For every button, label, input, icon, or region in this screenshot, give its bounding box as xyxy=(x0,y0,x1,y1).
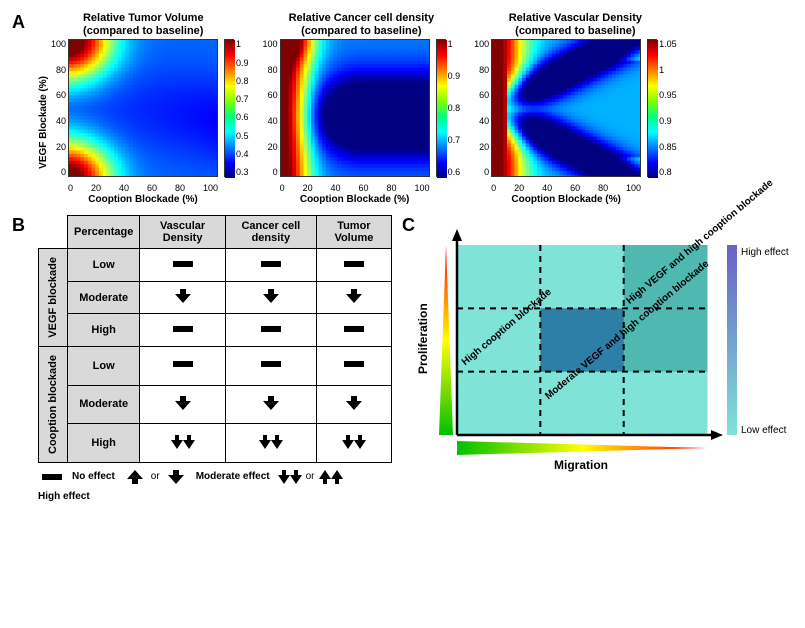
table-row: Moderate xyxy=(39,281,392,314)
y-axis-ticks: 100806040200 xyxy=(474,39,491,177)
effect-cell xyxy=(225,249,316,282)
panel-a: A Relative Tumor Volume(compared to base… xyxy=(12,12,793,205)
heatmap-row: 100806040200020406080100Cooption Blockad… xyxy=(474,39,677,205)
svg-text:High effect: High effect xyxy=(741,247,789,258)
table-row: Moderate xyxy=(39,385,392,424)
heatmap-title: Relative Cancer cell density(compared to… xyxy=(289,12,435,37)
y-axis-ticks: 100806040200 xyxy=(51,39,68,177)
x-axis-label: Cooption Blockade (%) xyxy=(491,194,641,205)
colorbar-ticks: 1.0510.950.90.850.8 xyxy=(657,39,677,177)
heatmap: Relative Tumor Volume(compared to baseli… xyxy=(38,12,249,205)
effect-cell xyxy=(225,346,316,385)
heatmap-row: 100806040200020406080100Cooption Blockad… xyxy=(263,39,461,205)
effect-cell xyxy=(316,281,391,314)
heatmaps-holder: Relative Tumor Volume(compared to baseli… xyxy=(38,12,677,205)
effect-cell xyxy=(140,281,226,314)
x-axis-ticks: 020406080100 xyxy=(68,182,218,193)
table-header: Percentage xyxy=(68,216,140,249)
figure-root: A Relative Tumor Volume(compared to base… xyxy=(12,12,793,502)
svg-text:Migration: Migration xyxy=(554,458,608,472)
heatmap-plot: 020406080100Cooption Blockade (%) xyxy=(68,39,218,205)
effect-cell xyxy=(140,346,226,385)
row-percentage: Low xyxy=(68,249,140,282)
panel-c: C High cooption blockadeModerate VEGF an… xyxy=(402,215,793,502)
y-axis-ticks: 100806040200 xyxy=(263,39,280,177)
colorbar-ticks: 10.90.80.70.6 xyxy=(446,39,461,177)
effect-cell xyxy=(316,424,391,463)
table-row: High xyxy=(39,314,392,347)
x-axis-ticks: 020406080100 xyxy=(280,182,430,193)
heatmap-title: Relative Tumor Volume(compared to baseli… xyxy=(83,12,204,37)
heatmap-title: Relative Vascular Density(compared to ba… xyxy=(509,12,642,37)
panel-b-label: B xyxy=(12,215,25,236)
effect-cell xyxy=(316,314,391,347)
row-percentage: High xyxy=(68,314,140,347)
svg-text:Proliferation: Proliferation xyxy=(416,304,430,375)
effect-cell xyxy=(225,314,316,347)
heatmap-plot: 020406080100Cooption Blockade (%) xyxy=(491,39,641,205)
svg-text:Low effect: Low effect xyxy=(741,425,787,436)
effect-cell xyxy=(225,281,316,314)
effect-cell xyxy=(316,385,391,424)
bottom-row: B PercentageVascular DensityCancer cell … xyxy=(12,215,793,502)
colorbar: 1.0510.950.90.850.8 xyxy=(647,39,677,177)
effect-cell xyxy=(140,385,226,424)
colorbar-ticks: 10.90.80.70.60.50.40.3 xyxy=(234,39,249,177)
colorbar: 10.90.80.70.60.50.40.3 xyxy=(224,39,249,177)
effect-cell xyxy=(225,385,316,424)
heatmap-plot: 020406080100Cooption Blockade (%) xyxy=(280,39,430,205)
heatmap-svg xyxy=(280,39,430,177)
effect-table: PercentageVascular DensityCancer cell de… xyxy=(38,215,392,463)
row-group-label: VEGF blockade xyxy=(39,249,68,347)
effect-cell xyxy=(316,249,391,282)
x-axis-label: Cooption Blockade (%) xyxy=(280,194,430,205)
table-row: Cooption blockadeLow xyxy=(39,346,392,385)
colorbar: 10.90.80.70.6 xyxy=(436,39,461,177)
table-header: Vascular Density xyxy=(140,216,226,249)
table-header: Tumor Volume xyxy=(316,216,391,249)
heatmap: Relative Vascular Density(compared to ba… xyxy=(474,12,677,205)
row-percentage: Low xyxy=(68,346,140,385)
heatmap: Relative Cancer cell density(compared to… xyxy=(263,12,461,205)
effect-cell xyxy=(316,346,391,385)
panel-b-legend: No effectorModerate effectorHigh effect xyxy=(38,469,392,502)
effect-cell xyxy=(140,249,226,282)
heatmap-svg xyxy=(491,39,641,177)
heatmap-row: VEGF Blockade (%)10080604020002040608010… xyxy=(38,39,249,205)
row-percentage: Moderate xyxy=(68,385,140,424)
effect-cell xyxy=(140,314,226,347)
effect-cell xyxy=(140,424,226,463)
row-percentage: High xyxy=(68,424,140,463)
panel-b: B PercentageVascular DensityCancer cell … xyxy=(12,215,392,502)
row-group-label: Cooption blockade xyxy=(39,346,68,462)
y-axis-label: VEGF Blockade (%) xyxy=(38,76,49,169)
heatmap-svg xyxy=(68,39,218,177)
effect-cell xyxy=(225,424,316,463)
x-axis-label: Cooption Blockade (%) xyxy=(68,194,218,205)
panel-c-diagram: High cooption blockadeModerate VEGF and … xyxy=(402,215,762,475)
table-row: VEGF blockadeLow xyxy=(39,249,392,282)
row-percentage: Moderate xyxy=(68,281,140,314)
panel-a-label: A xyxy=(12,12,25,33)
table-header: Cancer cell density xyxy=(225,216,316,249)
table-row: High xyxy=(39,424,392,463)
x-axis-ticks: 020406080100 xyxy=(491,182,641,193)
